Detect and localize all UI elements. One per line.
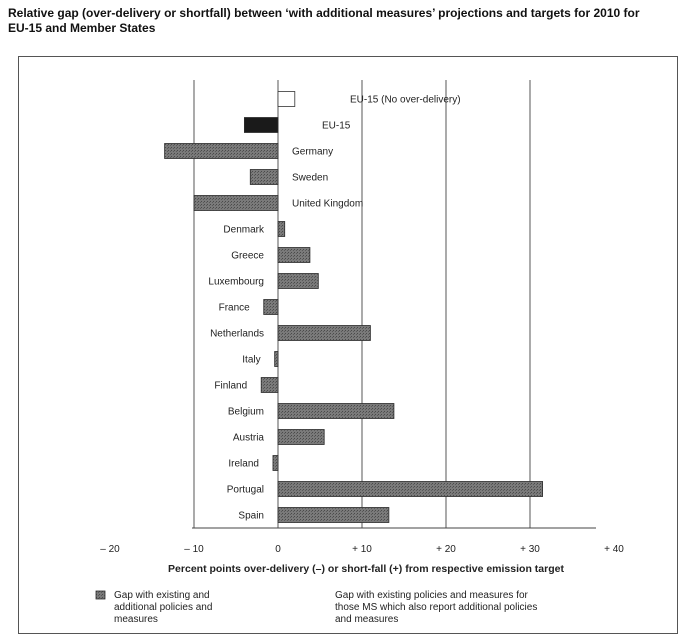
bar [263,299,279,315]
x-tick-label: 0 [275,544,281,555]
category-label: France [219,303,251,314]
x-tick-label: + 30 [520,544,540,555]
legend-label: Gap with existing policies and measures … [335,590,537,625]
bar [277,91,296,107]
chart-frame [18,56,678,634]
x-axis-label: Percent points over-delivery (–) or shor… [168,563,564,575]
category-label: Italy [242,355,260,366]
category-label: Greece [231,251,264,262]
category-label: Netherlands [210,329,264,340]
bar [277,429,325,445]
category-label: EU-15 [322,121,351,132]
bar [243,117,279,133]
category-label: Denmark [223,225,265,236]
bar [274,351,279,367]
bar [277,403,395,419]
category-label: Portugal [227,485,264,496]
x-tick-labels: – 20 – 10 0 + 10 + 20 + 30 + 40 [100,544,624,555]
bar [277,273,319,289]
category-label: Austria [233,433,265,444]
category-label: Luxembourg [208,277,264,288]
bar [277,507,390,523]
x-tick-label: + 40 [604,544,624,555]
legend-label: Gap with existing and additional policies… [114,590,212,625]
category-label: Germany [292,147,333,158]
bar [277,481,544,497]
bar [277,325,371,341]
category-label: Sweden [292,173,328,184]
bar [193,195,279,211]
category-label: Spain [238,511,264,522]
bar [260,377,279,393]
bar [277,247,311,263]
legend-swatch [95,590,106,600]
category-label: United Kingdom [292,199,363,210]
category-label: Ireland [228,459,259,470]
bar [249,169,279,185]
category-label: Belgium [228,407,264,418]
x-tick-label: + 20 [436,544,456,555]
x-tick-label: + 10 [352,544,372,555]
chart-bars [164,91,544,523]
x-tick-label: – 10 [184,544,204,555]
category-label: EU-15 (No over-delivery) [350,95,461,106]
x-tick-label: – 20 [100,544,120,555]
bar [277,221,286,237]
category-labels: EU-15 (No over-delivery) EU-15 Germany Swed… [208,95,460,522]
bar [272,455,279,471]
chart-title: Relative gap (over-delivery or shortfall… [8,6,640,35]
chart-legend: Gap with existing and additional policies… [95,590,537,625]
category-label: Finland [214,381,247,392]
bar [164,143,279,159]
